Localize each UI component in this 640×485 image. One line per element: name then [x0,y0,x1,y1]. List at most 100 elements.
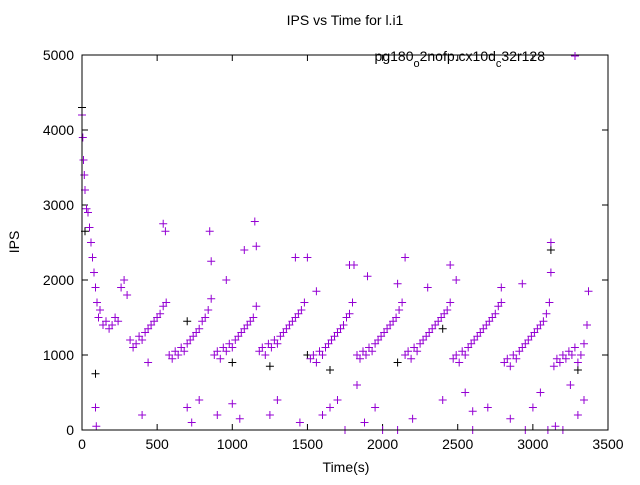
data-point [503,354,512,363]
data-point [545,298,554,307]
data-point [512,354,521,363]
data-point [117,283,126,292]
data-point [576,351,585,359]
data-point [309,351,318,359]
data-point [91,369,100,378]
legend-plus-icon [571,52,579,60]
data-point [392,313,401,322]
data-point [312,358,321,367]
data-point [303,253,312,262]
data-point [195,396,204,404]
y-axis-label: IPS [6,231,22,254]
data-point [333,396,342,404]
data-point [371,403,380,412]
chart-title: IPS vs Time for l.i1 [287,12,404,28]
data-point [455,358,464,367]
data-point [162,298,171,307]
data-point [446,298,455,307]
data-point [318,411,327,419]
data-point [161,227,170,236]
data-point [312,287,321,296]
data-point [78,133,87,142]
data-point [413,347,422,356]
data-point [261,351,270,359]
data-point [88,253,97,262]
data-point [356,354,364,363]
data-point [584,287,593,296]
data-point [213,411,222,419]
data-point [438,324,447,333]
data-point [183,317,192,326]
data-point [102,317,110,326]
data-point [555,358,564,367]
data-point [235,414,244,423]
data-point [345,261,354,269]
data-point [207,257,216,266]
data-point [518,279,527,288]
data-point [138,336,147,344]
y-tick-label: 2000 [43,272,74,288]
data-point [180,347,189,356]
data-point [295,418,304,427]
data-point [546,238,555,247]
data-point [393,358,402,367]
data-point [84,208,92,217]
data-point [423,283,432,292]
data-point [536,388,545,397]
data-point [273,396,282,404]
data-point [438,396,447,404]
data-point [542,309,551,318]
data-point [265,362,274,371]
data-point [273,339,282,348]
data-point [291,253,300,262]
data-point [551,422,560,431]
data-point [580,339,588,348]
legend-marker [571,52,579,60]
legend: pg180o2nofp.cx10dc32r128 [375,48,579,70]
data-point [345,309,354,318]
axis-ticks: 0 500 1000 1500 2000 2500 3000 3500 0 1000 2000 300… [43,47,624,452]
data-point [300,298,309,307]
data-point [567,351,576,359]
data-point [195,324,204,333]
data-point [123,291,132,299]
data-point [393,279,402,288]
data-point [228,343,237,352]
x-tick-label: 0 [78,436,86,452]
data-point [108,321,117,329]
data-point [91,283,100,292]
data-point [240,246,249,254]
x-tick-label: 500 [145,436,169,452]
data-point [497,298,506,307]
data-point [398,298,407,307]
data-point [201,313,210,322]
data-point [90,268,98,277]
data-point [174,351,183,359]
data-point [79,156,88,164]
data-point [339,321,348,329]
data-point [159,219,168,228]
data-point [360,418,369,427]
data-point [326,366,334,374]
data-points [78,103,593,434]
data-point [204,306,213,314]
data-point [213,347,222,356]
data-point [528,403,537,412]
data-point [91,403,100,412]
x-axis-label: Time(s) [323,459,370,475]
data-point [252,242,261,251]
x-tick-label: 3500 [592,436,623,452]
data-point [491,309,500,318]
data-point [114,317,123,326]
data-point [228,399,237,408]
data-point [96,306,104,314]
data-point [539,317,548,326]
data-point [497,283,506,292]
data-point [92,422,101,431]
data-point [506,414,515,423]
y-tick-label: 1000 [43,347,74,363]
x-tick-label: 3000 [517,436,548,452]
x-tick-label: 1000 [217,436,248,452]
data-point [205,227,214,236]
data-point [353,381,361,389]
